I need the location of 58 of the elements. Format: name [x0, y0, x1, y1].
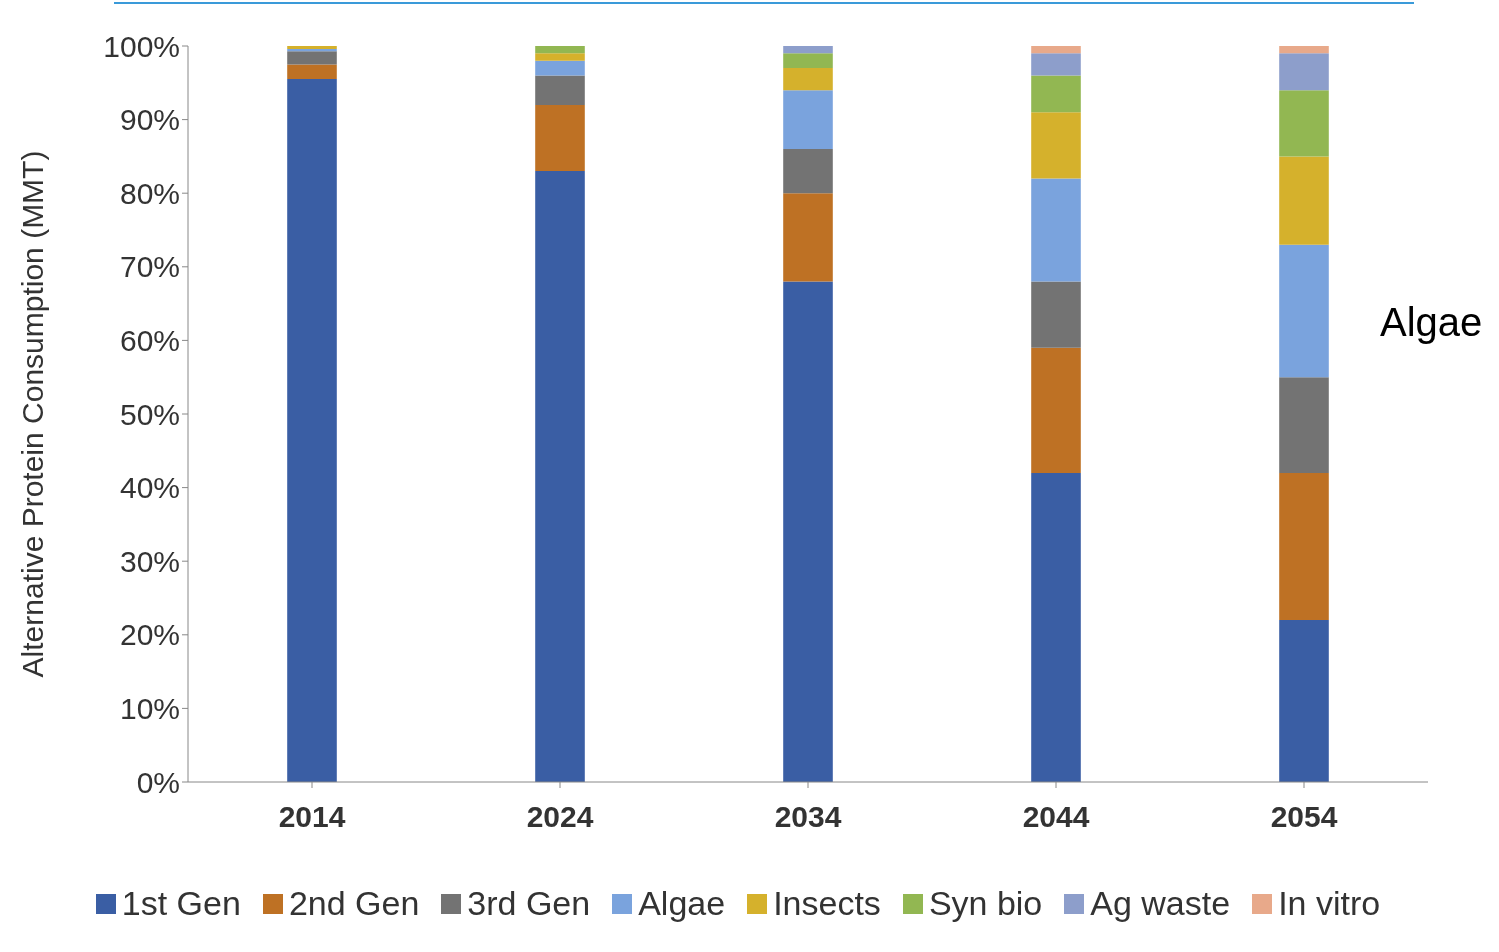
bar	[783, 281, 833, 782]
y-tick-label: 50%	[119, 397, 180, 431]
bar	[1279, 46, 1329, 54]
y-axis-title: Alternative Protein Consumption (MMT)	[15, 150, 49, 678]
legend-label: Ag waste	[1090, 884, 1231, 923]
bar	[287, 64, 337, 80]
bar	[535, 53, 585, 61]
y-tick-label: 80%	[119, 176, 180, 210]
bar	[1279, 377, 1329, 473]
x-tick-label: 2054	[1270, 800, 1338, 834]
legend-label: In vitro	[1278, 884, 1381, 923]
y-tick-label: 20%	[119, 618, 180, 652]
bar	[287, 79, 337, 782]
legend-label: Algae	[638, 884, 726, 923]
x-tick-label: 2014	[278, 800, 346, 834]
bar	[287, 51, 337, 65]
bar	[535, 75, 585, 105]
bar	[535, 46, 585, 54]
bar	[1279, 90, 1329, 157]
bar	[1031, 472, 1081, 782]
legend-label: 1st Gen	[121, 884, 241, 923]
x-tick-label: 2024	[526, 800, 594, 834]
bar	[535, 104, 585, 172]
y-tick-label: 90%	[119, 103, 180, 137]
bar	[783, 68, 833, 91]
bar	[535, 60, 585, 76]
legend-label: Insects	[773, 884, 881, 923]
y-tick-label: 10%	[119, 692, 180, 726]
bar	[783, 90, 833, 150]
x-tick-label: 2044	[1022, 800, 1090, 834]
bar	[783, 149, 833, 194]
bar	[1279, 244, 1329, 378]
bar	[783, 53, 833, 69]
bar	[1031, 46, 1081, 54]
bar	[535, 171, 585, 782]
bar	[1031, 178, 1081, 282]
bar	[1031, 75, 1081, 113]
bar	[783, 46, 833, 54]
x-tick-label: 2034	[774, 800, 842, 834]
bar	[1279, 620, 1329, 782]
y-tick-label: 60%	[119, 324, 180, 358]
annotation: Algae	[1380, 300, 1483, 345]
bar	[1031, 347, 1081, 473]
y-tick-label: 0%	[136, 765, 180, 799]
legend-label: 2nd Gen	[288, 884, 420, 923]
bar	[1279, 472, 1329, 621]
y-tick-label: 70%	[119, 250, 180, 284]
y-tick-label: 100%	[103, 29, 180, 63]
bar	[1031, 281, 1081, 348]
bar	[1031, 112, 1081, 179]
bar	[1279, 156, 1329, 245]
bar	[1279, 53, 1329, 91]
legend-label: 3rd Gen	[467, 884, 591, 923]
bar	[1031, 53, 1081, 76]
y-tick-label: 40%	[119, 471, 180, 505]
y-tick-label: 30%	[119, 544, 180, 578]
legend-label: Syn bio	[928, 884, 1043, 923]
bar	[783, 193, 833, 282]
